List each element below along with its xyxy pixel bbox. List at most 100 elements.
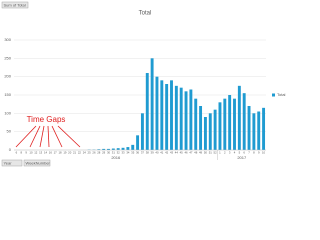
x-tick-label: 30	[107, 151, 111, 155]
chart-title: Total	[139, 11, 152, 17]
y-tick-label: 200	[4, 74, 11, 79]
x-tick-label: 45	[180, 151, 184, 155]
bar	[131, 144, 135, 150]
bar	[247, 106, 251, 150]
bar	[242, 93, 246, 150]
bar	[145, 73, 149, 150]
x-group-label: 2017	[237, 155, 247, 160]
x-tick-label: 3	[229, 151, 231, 155]
bar	[150, 58, 154, 151]
x-tick-label: 48	[194, 151, 198, 155]
x-tick-label: 18	[58, 151, 62, 155]
x-tick-label: 50	[204, 151, 208, 155]
x-tick-label: 35	[131, 151, 135, 155]
x-tick-label: 12	[34, 151, 38, 155]
x-tick-label: 24	[83, 151, 87, 155]
field-button[interactable]	[1, 1, 29, 9]
bar	[160, 80, 164, 150]
x-tick-label: 17	[54, 151, 58, 155]
x-tick-label: 37	[141, 151, 145, 155]
bar	[208, 113, 212, 150]
x-group-label: 2016	[111, 155, 121, 160]
x-tick-label: 2	[224, 151, 226, 155]
x-tick-label: 8	[253, 151, 255, 155]
bar	[179, 87, 183, 150]
bar	[223, 98, 227, 150]
bar	[97, 149, 101, 150]
chart: Sum of Total Total Year WeekNumber 0 50 10…	[0, 0, 291, 173]
annotation: Time Gaps	[27, 115, 66, 124]
x-tick-label: 44	[175, 151, 179, 155]
bar	[121, 147, 125, 150]
axis-button[interactable]	[1, 159, 23, 167]
y-tick-label: 250	[4, 55, 11, 60]
bar	[262, 107, 266, 150]
x-tick-label: 4	[234, 151, 236, 155]
x-tick-label: 47	[189, 151, 193, 155]
bar	[111, 148, 115, 150]
bar	[155, 76, 159, 150]
x-tick-label: 20	[68, 151, 72, 155]
bar	[252, 113, 256, 150]
x-tick-label: 5	[239, 151, 241, 155]
y-tick-label: 300	[4, 37, 11, 42]
x-tick-label: 34	[126, 151, 130, 155]
bar	[165, 84, 169, 150]
x-tick-label: 25	[88, 151, 92, 155]
bar	[170, 80, 173, 150]
x-tick-label: 31	[112, 151, 116, 155]
bar	[102, 148, 106, 150]
bar	[140, 113, 144, 150]
y-tick-label: 100	[4, 110, 11, 115]
x-tick-label: 38	[146, 151, 150, 155]
x-tick-label: 8	[20, 151, 22, 155]
x-tick-label: 49	[199, 151, 203, 155]
x-tick-label: 22	[78, 151, 82, 155]
x-tick-label: 6	[243, 151, 245, 155]
bar	[189, 89, 193, 150]
bar	[218, 102, 222, 150]
bar	[237, 85, 241, 150]
x-tick-label: 19	[63, 151, 67, 155]
x-tick-label: 32	[117, 151, 121, 155]
axis-button-label[interactable]: Year	[4, 160, 13, 165]
x-tick-label: 1	[219, 151, 221, 155]
axis-button[interactable]	[23, 159, 51, 167]
x-tick-label: 46	[184, 151, 188, 155]
y-tick-label: 150	[4, 92, 11, 97]
x-tick-label: 41	[160, 151, 164, 155]
x-tick-label: 43	[170, 151, 174, 155]
bar	[228, 95, 232, 150]
x-tick-label: 10	[29, 151, 33, 155]
x-tick-label: 9	[258, 151, 260, 155]
axis-button-label[interactable]: WeekNumber	[26, 160, 51, 165]
x-tick-label: 7	[248, 151, 250, 155]
x-tick-label: 51	[209, 151, 213, 155]
x-tick-label: 14	[44, 151, 48, 155]
bar	[174, 85, 178, 150]
x-tick-label: 13	[39, 151, 43, 155]
bar	[136, 135, 140, 150]
x-tick-label: 21	[73, 151, 77, 155]
x-tick-label: 40	[155, 151, 159, 155]
x-tick-label: 36	[136, 151, 140, 155]
x-tick-label: 6	[16, 151, 18, 155]
x-tick-label: 33	[121, 151, 125, 155]
background	[0, 0, 291, 173]
bar	[199, 106, 203, 150]
y-tick-label: 50	[7, 129, 12, 134]
field-button-label[interactable]: Sum of Total	[4, 2, 26, 7]
bar	[233, 98, 236, 150]
x-tick-label: 42	[165, 151, 169, 155]
bar	[257, 111, 261, 150]
bar	[194, 98, 198, 150]
bar	[213, 109, 217, 150]
x-tick-label: 39	[151, 151, 155, 155]
legend-swatch	[272, 93, 275, 97]
annotation-arrows	[15, 125, 81, 148]
x-tick-label: 16	[49, 151, 53, 155]
x-tick-label: 29	[102, 151, 106, 155]
x-tick-label: 26	[92, 151, 96, 155]
bar	[126, 147, 130, 150]
y-tick-label: 0	[9, 147, 12, 152]
